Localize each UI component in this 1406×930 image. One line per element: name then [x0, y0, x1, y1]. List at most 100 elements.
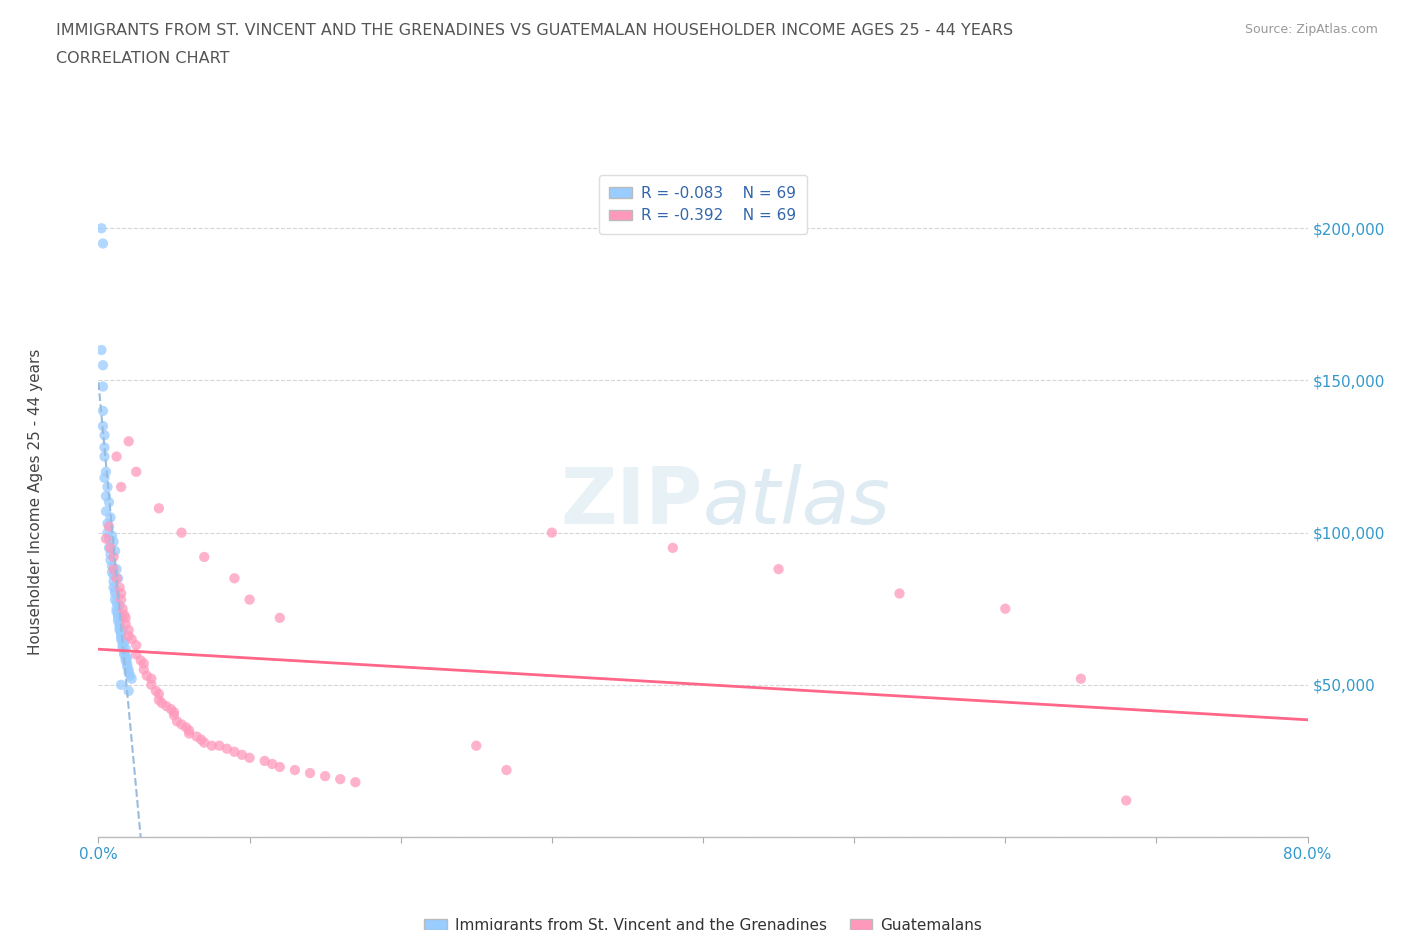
Point [110, 631, 132, 646]
Point [150, 696, 173, 711]
Point [284, 763, 307, 777]
Point [239, 751, 262, 765]
Point [114, 653, 136, 668]
Point [132, 656, 155, 671]
Point [103, 574, 125, 589]
Point [94, 464, 117, 479]
Point [94, 504, 117, 519]
Point [118, 662, 141, 677]
Point [115, 650, 138, 665]
Point [101, 528, 124, 543]
Point [107, 571, 129, 586]
Point [177, 723, 201, 737]
Point [90, 220, 112, 235]
Point [103, 580, 125, 595]
Point [96, 516, 118, 531]
Point [145, 684, 167, 698]
Point [125, 647, 148, 662]
Point [148, 693, 170, 708]
Text: Householder Income Ages 25 - 44 years: Householder Income Ages 25 - 44 years [28, 349, 42, 656]
Point [110, 586, 132, 601]
Point [121, 671, 143, 686]
Point [118, 629, 141, 644]
Point [100, 510, 122, 525]
Point [103, 535, 125, 550]
Point [110, 626, 132, 641]
Point [170, 717, 193, 732]
Point [91, 236, 114, 251]
Point [120, 669, 142, 684]
Point [118, 622, 141, 637]
Point [118, 684, 141, 698]
Point [103, 550, 125, 565]
Point [111, 602, 134, 617]
Point [224, 571, 246, 586]
Point [105, 602, 128, 617]
Point [91, 404, 114, 418]
Point [661, 540, 683, 555]
Point [114, 610, 136, 625]
Point [540, 525, 562, 540]
Point [121, 631, 143, 646]
Point [115, 659, 138, 674]
Point [148, 686, 170, 701]
Point [253, 753, 276, 768]
Point [96, 480, 118, 495]
Point [329, 772, 352, 787]
Point [135, 669, 157, 684]
Point [208, 738, 231, 753]
Point [465, 738, 488, 753]
Point [193, 736, 215, 751]
Text: CORRELATION CHART: CORRELATION CHART [56, 51, 229, 66]
Point [110, 610, 132, 625]
Point [98, 531, 121, 546]
Point [103, 568, 125, 583]
Point [108, 622, 131, 637]
Point [101, 565, 124, 579]
Point [104, 586, 127, 601]
Point [105, 604, 128, 619]
Point [125, 638, 148, 653]
Point [111, 641, 134, 656]
Point [111, 622, 134, 637]
Point [100, 552, 122, 567]
Point [93, 428, 115, 443]
Point [96, 525, 118, 540]
Point [994, 602, 1017, 617]
Point [118, 665, 141, 680]
Point [118, 434, 141, 449]
Point [239, 592, 262, 607]
Point [177, 726, 201, 741]
Point [110, 480, 132, 495]
Text: Source: ZipAtlas.com: Source: ZipAtlas.com [1244, 23, 1378, 36]
Point [224, 744, 246, 759]
Point [108, 617, 131, 631]
Point [104, 543, 127, 558]
Point [98, 519, 121, 534]
Point [299, 765, 322, 780]
Point [1115, 793, 1137, 808]
Point [114, 650, 136, 665]
Point [148, 501, 170, 516]
Point [160, 702, 183, 717]
Point [104, 592, 127, 607]
Point [112, 644, 135, 658]
Point [111, 638, 134, 653]
Point [269, 610, 291, 625]
Point [100, 540, 122, 555]
Point [215, 741, 238, 756]
Point [262, 756, 284, 771]
Point [108, 598, 131, 613]
Point [110, 677, 132, 692]
Text: IMMIGRANTS FROM ST. VINCENT AND THE GRENADINES VS GUATEMALAN HOUSEHOLDER INCOME : IMMIGRANTS FROM ST. VINCENT AND THE GREN… [56, 23, 1014, 38]
Point [114, 641, 136, 656]
Point [193, 550, 215, 565]
Point [108, 619, 131, 634]
Point [269, 760, 291, 775]
Point [94, 531, 117, 546]
Point [91, 418, 114, 433]
Point [105, 595, 128, 610]
Point [314, 769, 336, 784]
Point [129, 653, 152, 668]
Point [94, 488, 117, 503]
